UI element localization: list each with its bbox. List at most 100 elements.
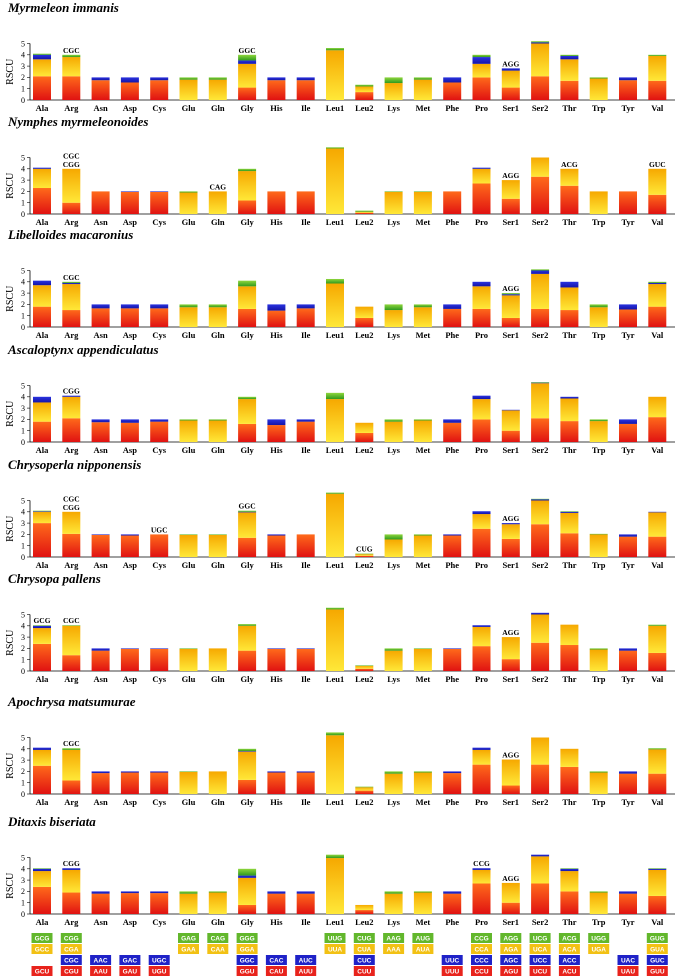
bar-his-blue-segment (267, 534, 286, 536)
legend-swatch (207, 933, 229, 943)
bar-val-yellow-segment (648, 396, 667, 418)
legend-codon-label: UAU (621, 969, 635, 976)
bar-met-yellow-segment (413, 79, 432, 100)
bar-asp-blue-segment (120, 891, 139, 894)
category-label: Arg (64, 917, 79, 927)
y-tick-label: 3 (21, 62, 25, 71)
y-tick-label: 5 (21, 381, 25, 390)
category-label: Val (651, 217, 664, 227)
legend-swatch (471, 966, 492, 976)
bar-phe-red-segment (443, 82, 462, 100)
bar-ser2-red-segment (531, 176, 550, 214)
bar-trp-yellow-segment (589, 78, 608, 100)
bar-cys-red-segment (150, 80, 169, 100)
bar-arg-red-segment (62, 76, 81, 100)
bar-pro-red-segment (472, 419, 491, 442)
panel-title: Myrmeleon immanis (7, 0, 119, 15)
category-label: Ile (301, 560, 311, 570)
category-label: Arg (64, 103, 79, 113)
category-label: Trp (592, 797, 606, 807)
legend-codon-label: CUG (357, 936, 371, 943)
y-tick-label: 5 (21, 266, 25, 275)
bar-val-red-segment (648, 306, 667, 327)
y-tick-label: 4 (21, 745, 25, 754)
legend-codon-label: UUC (445, 958, 459, 965)
legend-swatch (90, 955, 112, 965)
panel-2: Nymphes myrmeleonoides RSCU 0 1 2 3 4 5 Ala Arg As… (5, 114, 675, 227)
category-label: Leu1 (326, 445, 344, 455)
bar-glu-green-segment (179, 191, 198, 193)
bar-ser1-red-segment (501, 538, 520, 557)
category-label: Trp (592, 330, 606, 340)
bar-his-blue-segment (267, 648, 286, 649)
legend-codon-label: UUA (328, 947, 342, 954)
category-label: Met (416, 797, 431, 807)
bar-ser1-yellow-segment (501, 295, 520, 318)
bar-gly-red-segment (238, 904, 257, 914)
bar-ile-red-segment (296, 893, 315, 914)
legend-swatch (148, 955, 170, 965)
y-tick-label: 4 (21, 51, 25, 60)
bar-ile-blue-segment (296, 648, 315, 649)
panel-3: Libelloides macaronius RSCU 0 1 2 3 4 5 Ala Arg As… (5, 227, 675, 340)
bar-gln-green-segment (208, 419, 227, 421)
bar-pro-yellow-segment (472, 514, 491, 529)
bar-ser1-yellow-segment (501, 759, 520, 786)
y-tick-label: 3 (21, 289, 25, 298)
category-label: Glu (182, 330, 196, 340)
bar-arg-yellow-segment (62, 57, 81, 77)
category-label: Arg (64, 560, 79, 570)
bar-arg-red-segment (62, 310, 81, 327)
bar-ser2-blue-segment (531, 270, 550, 274)
legend-codon-label: GAG (181, 936, 196, 943)
bar-ser2-yellow-segment (531, 273, 550, 309)
bar-thr-red-segment (560, 421, 579, 442)
bar-ala-yellow-segment (33, 628, 51, 644)
legend-swatch (236, 955, 258, 965)
category-label: Met (416, 330, 431, 340)
bar-val-yellow-segment (648, 168, 667, 195)
category-label: Cys (152, 330, 166, 340)
legend-swatch (441, 966, 463, 976)
y-axis-label: RSCU (5, 400, 16, 427)
bar-gly-yellow-segment (238, 399, 257, 424)
legend-column-ile: AUC AUU (295, 955, 317, 976)
bar-tyr-red-segment (619, 650, 637, 671)
y-tick-label: 5 (21, 853, 25, 862)
bar-leu1-green-segment (326, 607, 344, 610)
bar-asp-blue-segment (120, 419, 139, 423)
bar-cys-red-segment (150, 772, 169, 794)
category-label: Ser2 (532, 217, 549, 227)
y-tick-label: 1 (21, 85, 25, 94)
bar-asn-blue-segment (91, 419, 110, 423)
bar-his-red-segment (267, 648, 286, 671)
y-tick-label: 1 (21, 427, 25, 436)
bar-tyr-blue-segment (619, 648, 637, 651)
legend-swatch (353, 944, 375, 954)
legend-codon-label: CCU (474, 969, 488, 976)
legend-column-tyr: UAC UAU (617, 955, 639, 976)
bar-glu-yellow-segment (179, 79, 198, 100)
legend-swatch (441, 955, 463, 965)
bar-his-red-segment (267, 772, 286, 794)
panel-title: Nymphes myrmeleonoides (7, 114, 148, 129)
category-label: Cys (152, 445, 166, 455)
legend-column-ser1: AGG AGA AGC AGU (500, 933, 522, 976)
bar-met-green-segment (413, 191, 432, 192)
category-label: Glu (182, 445, 196, 455)
bar-arg-blue-segment (62, 868, 81, 870)
bar-asp-red-segment (120, 191, 139, 214)
bar-glu-yellow-segment (179, 192, 198, 214)
category-label: Leu2 (355, 674, 373, 684)
category-label: Asn (94, 560, 108, 570)
y-tick-label: 0 (21, 323, 25, 332)
bar-leu2-red-segment (355, 668, 374, 671)
bar-gly-green-segment (238, 868, 257, 876)
bar-ala-blue-segment (33, 747, 51, 750)
bar-gln-green-segment (208, 891, 227, 893)
bar-thr-yellow-segment (560, 512, 579, 534)
bar-phe-blue-segment (443, 304, 462, 309)
bar-gly-green-segment (238, 54, 257, 61)
category-label: Tyr (621, 445, 634, 455)
bar-pro-red-segment (472, 883, 491, 914)
